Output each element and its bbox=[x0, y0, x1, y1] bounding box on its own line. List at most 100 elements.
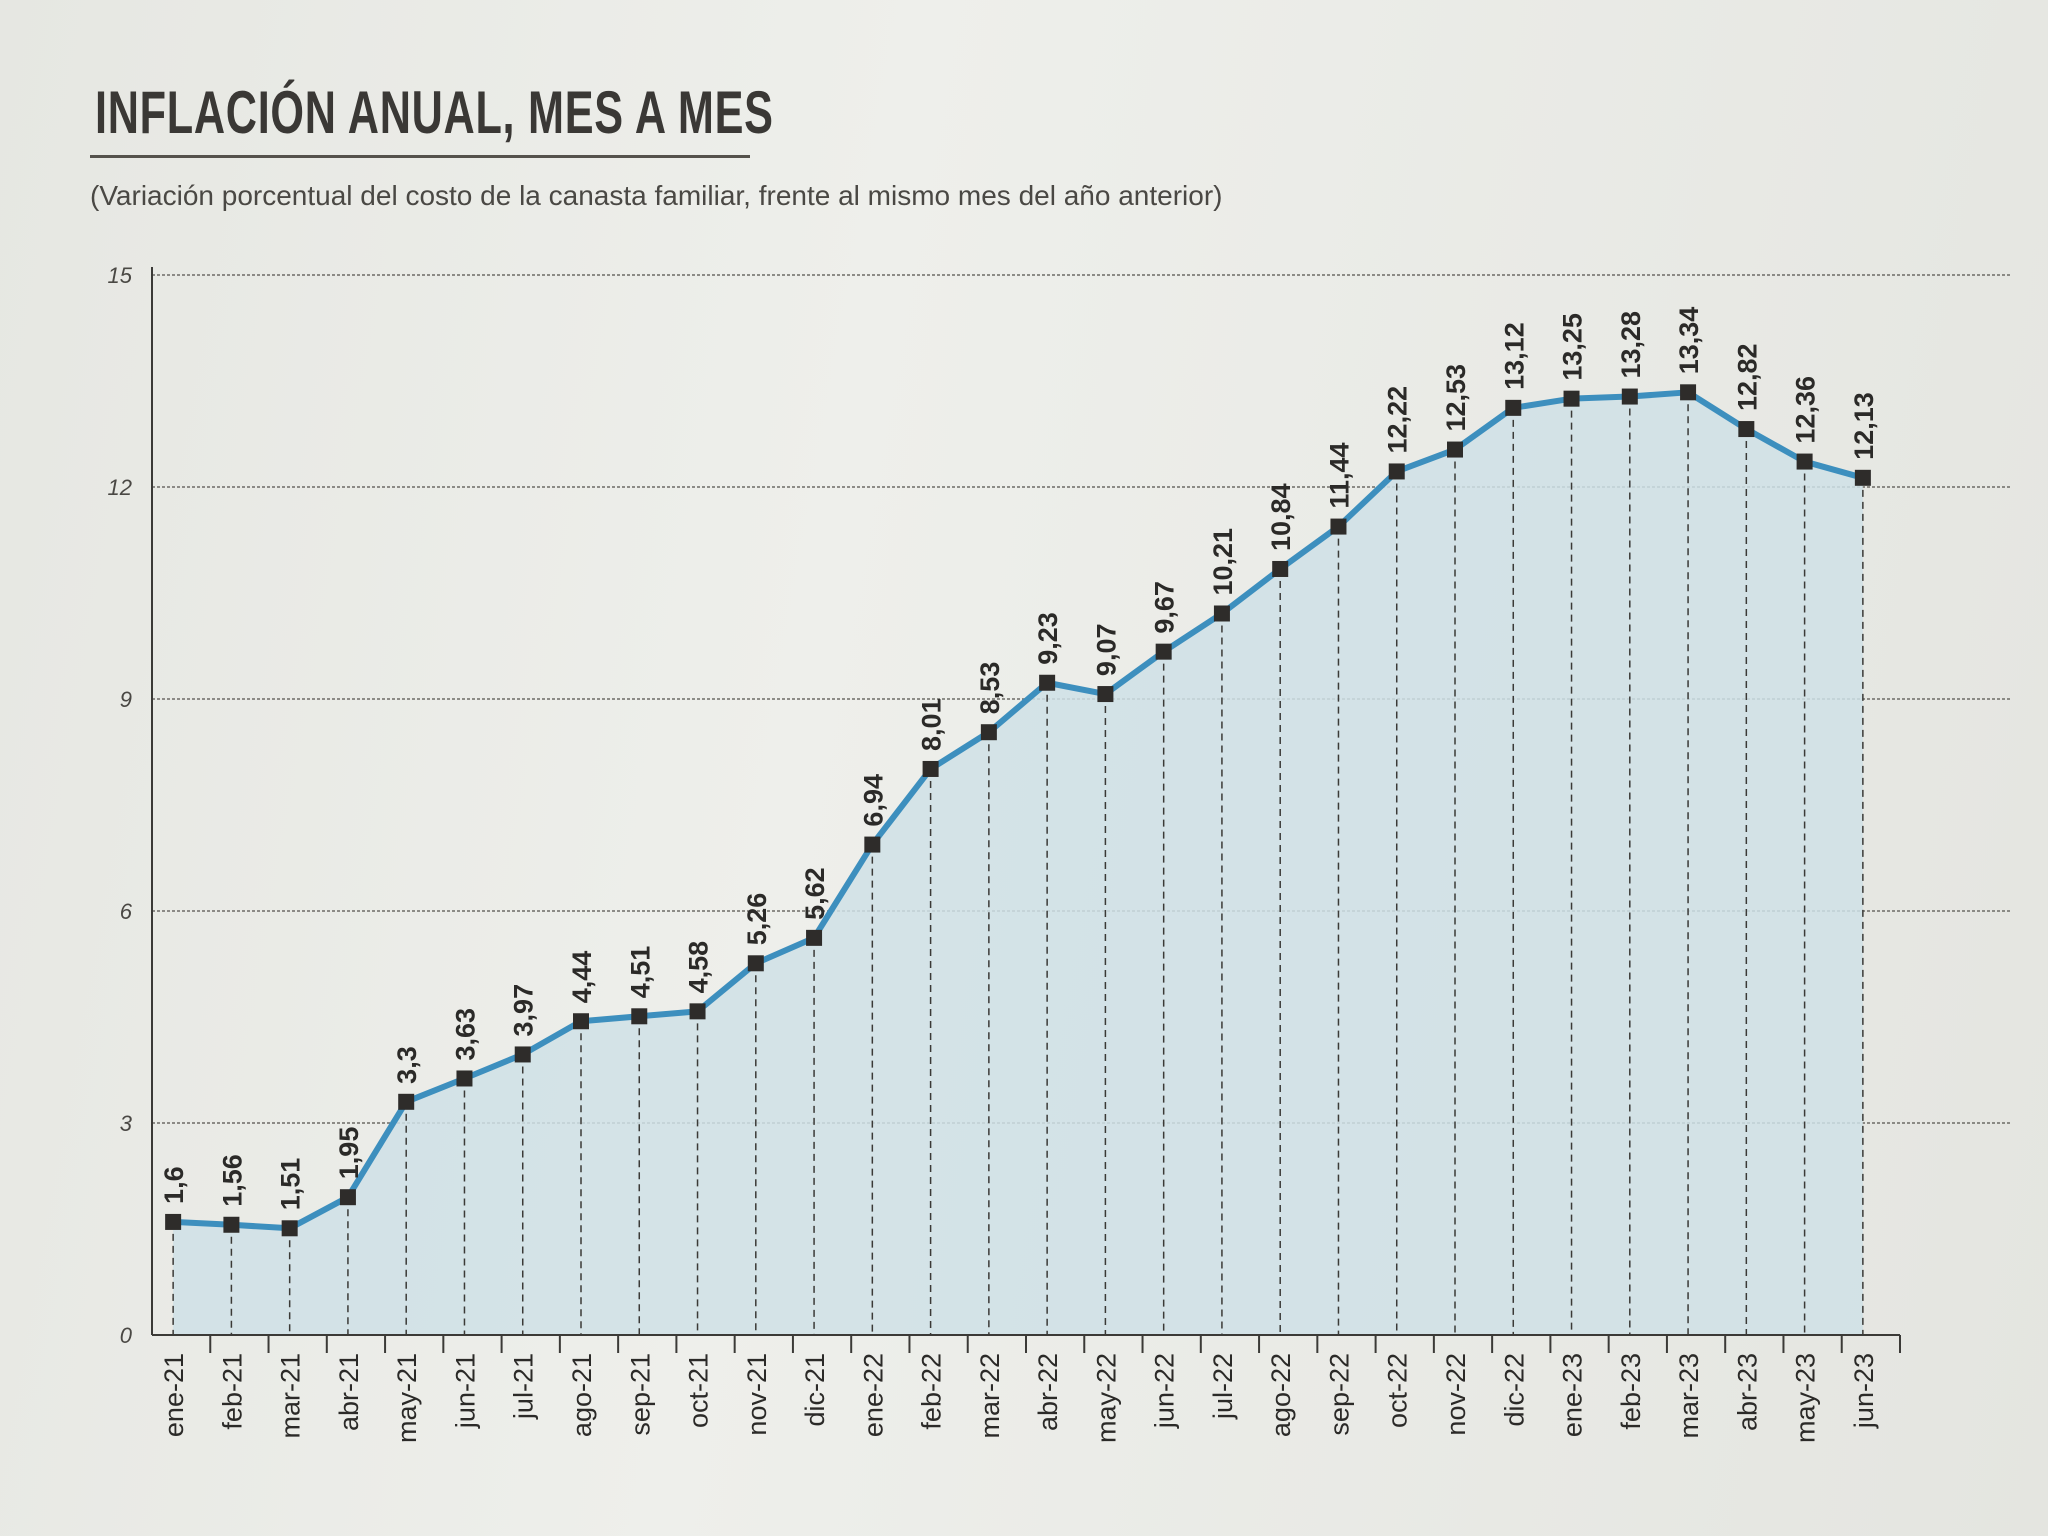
data-label: 9,67 bbox=[1150, 581, 1180, 634]
data-label: 13,25 bbox=[1558, 313, 1588, 381]
y-tick-label: 6 bbox=[120, 899, 133, 924]
data-label: 4,51 bbox=[625, 946, 655, 999]
data-label: 1,95 bbox=[334, 1127, 364, 1180]
x-tick-label: dic-21 bbox=[800, 1353, 830, 1427]
y-tick-label: 12 bbox=[108, 475, 132, 500]
data-label: 1,6 bbox=[159, 1166, 189, 1204]
data-label: 13,34 bbox=[1674, 307, 1704, 375]
data-label: 8,01 bbox=[917, 698, 947, 751]
x-tick-label: ene-22 bbox=[858, 1353, 888, 1437]
data-point bbox=[339, 1189, 356, 1206]
x-tick-label: jul-22 bbox=[1208, 1353, 1238, 1420]
data-label: 3,63 bbox=[450, 1008, 480, 1061]
x-tick-label: ene-21 bbox=[159, 1353, 189, 1437]
data-point bbox=[165, 1213, 182, 1230]
x-tick-label: sep-21 bbox=[625, 1353, 655, 1436]
data-point bbox=[281, 1220, 298, 1237]
x-tick-label: mar-21 bbox=[276, 1353, 306, 1439]
data-point bbox=[1505, 399, 1522, 416]
data-label: 3,3 bbox=[392, 1046, 422, 1084]
data-point bbox=[1155, 643, 1172, 660]
data-label: 11,44 bbox=[1324, 442, 1354, 508]
y-tick-label: 0 bbox=[120, 1323, 133, 1348]
x-tick-label: feb-21 bbox=[217, 1353, 247, 1430]
x-tick-label: sep-22 bbox=[1324, 1353, 1354, 1436]
x-tick-label: abr-21 bbox=[334, 1353, 364, 1431]
x-tick-label: mar-23 bbox=[1674, 1353, 1704, 1439]
data-label: 6,94 bbox=[858, 774, 888, 827]
data-label: 12,13 bbox=[1849, 392, 1879, 460]
data-label: 13,12 bbox=[1499, 322, 1529, 390]
x-tick-label: ago-21 bbox=[567, 1353, 597, 1437]
x-tick-label: ene-23 bbox=[1558, 1353, 1588, 1437]
x-tick-label: mar-22 bbox=[975, 1353, 1005, 1439]
data-label: 9,23 bbox=[1033, 612, 1063, 665]
data-point bbox=[1447, 441, 1463, 458]
data-point bbox=[573, 1013, 589, 1030]
data-label: 12,22 bbox=[1383, 386, 1413, 454]
x-tick-label: jun-21 bbox=[450, 1353, 480, 1429]
data-point bbox=[1680, 384, 1697, 401]
y-tick-label: 9 bbox=[120, 687, 132, 712]
data-point bbox=[864, 836, 881, 853]
data-label: 8,53 bbox=[975, 662, 1005, 715]
x-tick-label: jun-23 bbox=[1849, 1353, 1879, 1429]
data-point bbox=[631, 1008, 648, 1025]
data-point bbox=[398, 1093, 415, 1110]
x-tick-label: ago-22 bbox=[1266, 1353, 1296, 1437]
data-point bbox=[1039, 674, 1056, 691]
x-tick-label: nov-21 bbox=[742, 1353, 772, 1436]
chart-subtitle: (Variación porcentual del costo de la ca… bbox=[90, 180, 1223, 211]
chart-title: INFLACIÓN ANUAL, MES A MES bbox=[95, 79, 774, 146]
data-point bbox=[223, 1216, 240, 1233]
area-fill bbox=[173, 392, 1863, 1336]
data-label: 4,58 bbox=[684, 941, 714, 994]
x-tick-label: feb-22 bbox=[917, 1353, 947, 1430]
data-point bbox=[689, 1003, 706, 1020]
x-tick-label: nov-22 bbox=[1441, 1353, 1471, 1436]
data-label: 5,26 bbox=[742, 893, 772, 946]
data-point bbox=[514, 1046, 531, 1063]
y-tick-label: 15 bbox=[108, 263, 133, 288]
x-tick-label: abr-23 bbox=[1732, 1353, 1762, 1431]
data-label: 9,07 bbox=[1091, 623, 1121, 676]
y-tick-label: 3 bbox=[120, 1111, 133, 1136]
data-point bbox=[1738, 421, 1755, 438]
data-label: 10,21 bbox=[1208, 528, 1238, 596]
data-label: 3,97 bbox=[509, 984, 539, 1037]
data-label: 1,56 bbox=[217, 1154, 247, 1207]
x-tick-label: may-22 bbox=[1091, 1353, 1121, 1443]
x-tick-label: abr-22 bbox=[1033, 1353, 1063, 1431]
data-label: 12,53 bbox=[1441, 364, 1471, 432]
x-tick-label: feb-23 bbox=[1616, 1353, 1646, 1430]
data-label: 4,44 bbox=[567, 951, 597, 1004]
data-label: 13,28 bbox=[1616, 311, 1646, 379]
data-point bbox=[747, 955, 764, 972]
data-point bbox=[1213, 605, 1230, 622]
data-label: 10,84 bbox=[1266, 483, 1296, 551]
x-tick-label: may-23 bbox=[1791, 1353, 1821, 1443]
data-point bbox=[1272, 560, 1289, 577]
data-label: 12,36 bbox=[1791, 376, 1821, 444]
data-label: 5,62 bbox=[800, 867, 830, 920]
title-underline bbox=[90, 155, 750, 158]
data-point bbox=[806, 929, 823, 946]
data-label: 1,51 bbox=[276, 1158, 306, 1211]
data-point bbox=[1854, 469, 1871, 486]
data-label: 12,82 bbox=[1732, 343, 1762, 411]
x-tick-label: jun-22 bbox=[1150, 1353, 1180, 1429]
series-line bbox=[172, 389, 1864, 1232]
x-tick-label: oct-21 bbox=[684, 1353, 714, 1428]
data-point bbox=[1621, 388, 1638, 405]
data-point bbox=[1388, 463, 1405, 480]
data-point bbox=[1330, 518, 1347, 535]
data-point bbox=[1097, 686, 1114, 703]
data-point bbox=[1563, 390, 1580, 407]
data-point bbox=[1796, 453, 1813, 470]
x-tick-label: may-21 bbox=[392, 1353, 422, 1443]
data-point bbox=[980, 724, 997, 741]
x-tick-label: jul-21 bbox=[509, 1353, 539, 1420]
data-point bbox=[922, 760, 939, 777]
